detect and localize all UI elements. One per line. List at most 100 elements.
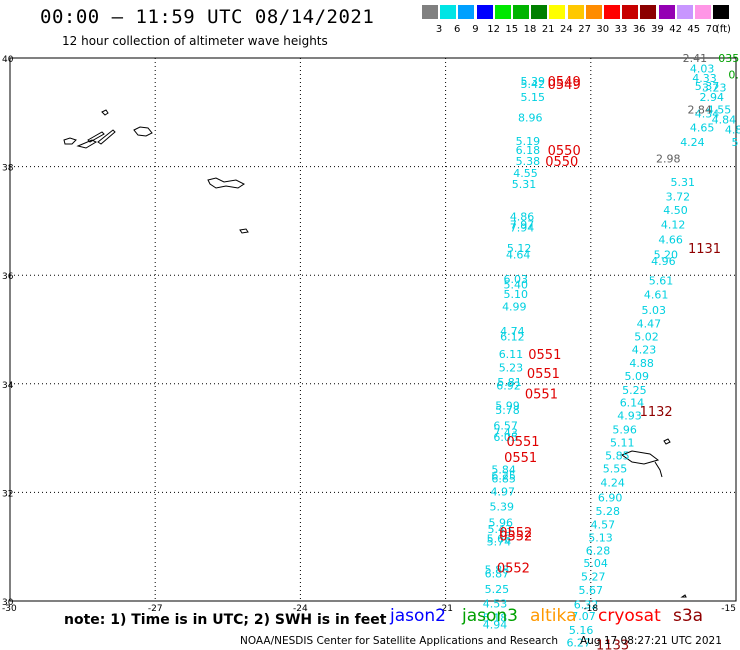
swh-value: 5.15 bbox=[520, 91, 545, 104]
swh-value: 3.72 bbox=[666, 190, 691, 203]
swh-value: 5.20 bbox=[654, 249, 679, 262]
swh-value: 4.12 bbox=[661, 219, 686, 232]
swh-value: 5.99 bbox=[495, 400, 520, 413]
lat-tick-label: 40 bbox=[2, 55, 14, 65]
time-tag: 0552 bbox=[499, 529, 532, 544]
swh-value: 5.43 bbox=[488, 523, 513, 536]
time-tag: 0549 bbox=[548, 78, 581, 93]
swh-value: 5.39 bbox=[489, 501, 514, 514]
time-tag: 1133 bbox=[596, 638, 629, 650]
swh-value: 2.41 bbox=[683, 52, 708, 65]
swh-value: 5.04 bbox=[583, 557, 608, 570]
pico-island bbox=[76, 139, 98, 149]
lon-tick-label: -21 bbox=[438, 604, 453, 614]
swh-value: 5.31 bbox=[512, 178, 537, 191]
swh-value: 4.55 bbox=[513, 167, 538, 180]
scale-label: 30 bbox=[596, 24, 610, 35]
swh-value: 5.61 bbox=[649, 275, 674, 288]
selvagens-island bbox=[680, 594, 687, 598]
time-tag: 1131 bbox=[688, 242, 721, 257]
scale-swatch bbox=[494, 5, 511, 19]
scale-swatch bbox=[422, 5, 438, 19]
swh-value: 5.23 bbox=[499, 362, 524, 375]
swh-value: 5.31 bbox=[671, 176, 696, 189]
lat-tick-label: 38 bbox=[2, 164, 14, 174]
swh-value: 5.38 bbox=[516, 155, 541, 168]
swh-value: 5.02 bbox=[634, 331, 659, 344]
swh-value: 8.96 bbox=[518, 112, 543, 125]
scale-label: 15 bbox=[505, 24, 519, 35]
scale-swatch bbox=[585, 5, 602, 19]
swh-value: 6.27 bbox=[566, 636, 591, 649]
swh-value: 4.23 bbox=[632, 344, 657, 357]
swh-value: 5.81 bbox=[497, 376, 522, 389]
swh-value: 4.33 bbox=[692, 72, 717, 85]
scale-label: 33 bbox=[614, 24, 628, 35]
time-tag: 0549 bbox=[548, 75, 581, 90]
madeira-coast-fragment bbox=[654, 461, 663, 478]
swh-value: 5.10 bbox=[504, 288, 529, 301]
scale-swatch bbox=[604, 5, 620, 19]
lon-tick-label: -27 bbox=[148, 604, 163, 614]
swh-value: 4.88 bbox=[629, 357, 654, 370]
axis-labels: 40 38 36 34 32 30-30 -27 -24 -21 -18 -15 bbox=[2, 55, 736, 614]
swh-value: 5 bbox=[732, 136, 739, 149]
scale-swatch bbox=[531, 5, 548, 19]
swh-value: 5.74 bbox=[487, 535, 512, 548]
swh-value: 6.28 bbox=[586, 545, 611, 558]
swh-value: 0. bbox=[728, 68, 739, 81]
swh-value: 5.67 bbox=[579, 584, 604, 597]
swh-value: 6.85 bbox=[491, 472, 516, 485]
lon-tick-label: -24 bbox=[293, 604, 308, 614]
swh-value: 7.07 bbox=[571, 610, 596, 623]
swh-value: 5.18 bbox=[483, 611, 508, 624]
lon-tick-label: -15 bbox=[721, 604, 736, 614]
scale-label: 70 bbox=[705, 24, 719, 35]
scale-label: 24 bbox=[560, 24, 573, 35]
santa-maria-island bbox=[239, 228, 249, 234]
swh-value: 4.24 bbox=[680, 136, 705, 149]
lat-tick-label: 36 bbox=[2, 272, 14, 282]
altimeter-points: 5.395.425.158.965.196.185.384.555.314.86… bbox=[483, 52, 740, 649]
swh-value: 5.96 bbox=[489, 516, 514, 529]
time-tag: 0551 bbox=[528, 348, 561, 363]
swh-value: 5.55 bbox=[603, 463, 628, 476]
credit-line: NOAA/NESDIS Center for Satellite Applica… bbox=[240, 635, 558, 647]
swh-value: 6.18 bbox=[516, 144, 541, 157]
swh-value: 6.90 bbox=[598, 491, 623, 504]
scale-swatch bbox=[640, 5, 657, 19]
madeira-island bbox=[620, 450, 660, 465]
legend-jason2: jason2 bbox=[390, 606, 446, 626]
time-tag: 0552 bbox=[499, 526, 532, 541]
lon-tick-label: -30 bbox=[2, 604, 17, 614]
swh-value: 2.94 bbox=[700, 91, 725, 104]
scale-swatch bbox=[658, 5, 675, 19]
swh-value: 5.25 bbox=[485, 583, 510, 596]
swh-value: 5.39 bbox=[520, 75, 545, 88]
swh-value: 2.84 bbox=[687, 104, 712, 117]
swh-value: 6.03 bbox=[504, 273, 529, 286]
swh-value: 6.12 bbox=[500, 331, 525, 344]
scale-label: 18 bbox=[523, 24, 537, 35]
swh-value: 2.98 bbox=[656, 152, 681, 165]
swh-value: 4.97 bbox=[490, 485, 515, 498]
swh-value: 5.09 bbox=[625, 370, 650, 383]
swh-value: 4.84 bbox=[712, 113, 737, 126]
legend-s3a: s3a bbox=[673, 606, 704, 626]
swh-value: 5.37 bbox=[695, 80, 720, 93]
graciosa-island bbox=[97, 129, 116, 145]
footnote: note: 1) Time is in UTC; 2) SWH is in fe… bbox=[64, 612, 387, 628]
scale-swatch bbox=[476, 5, 493, 19]
swh-value: 7.94 bbox=[510, 221, 535, 234]
time-tag: 0550 bbox=[545, 155, 578, 170]
swh-value: 4.53 bbox=[483, 598, 508, 611]
swh-value: 5.11 bbox=[610, 436, 635, 449]
porto-santo-island bbox=[663, 438, 671, 445]
scale-label: 42 bbox=[669, 24, 682, 35]
swh-value: 6.25 bbox=[491, 470, 516, 483]
swh-value: 4.57 bbox=[591, 518, 616, 531]
swh-value: 5.88 bbox=[485, 564, 510, 577]
time-tag: 0551 bbox=[527, 367, 560, 382]
scale-swatch bbox=[458, 5, 475, 19]
swh-value: 4.8 bbox=[725, 124, 740, 137]
